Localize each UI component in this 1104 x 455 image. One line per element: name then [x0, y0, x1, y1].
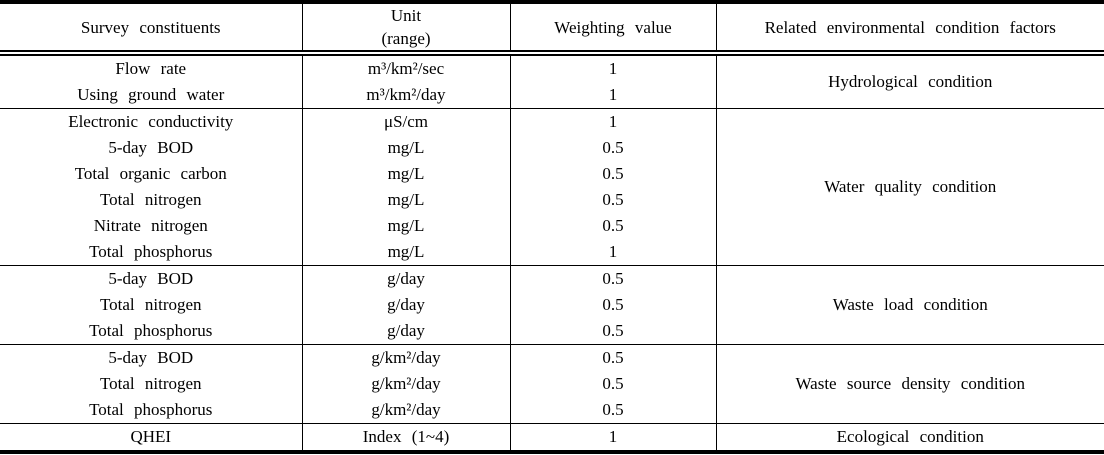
unit-cell: g/km²/day	[301, 397, 510, 424]
unit-cell: m³/km²/day	[301, 82, 510, 109]
weight-cell: 1	[509, 108, 716, 135]
weight-cell: 0.5	[509, 318, 716, 345]
weight-cell: 1	[509, 239, 716, 266]
header-unit-line2: (range)	[381, 29, 431, 48]
constituent-cell: 5-day BOD	[0, 344, 302, 371]
constituent-cell: QHEI	[0, 423, 302, 452]
header-related-factors: Related environmental condition factors	[715, 2, 1104, 56]
weight-cell: 0.5	[509, 135, 716, 161]
table-row: Flow rate m³/km²/sec 1 Hydrological cond…	[0, 53, 1104, 109]
weight-cell: 0.5	[509, 187, 716, 213]
weight-cell: 0.5	[509, 265, 716, 292]
unit-cell: g/km²/day	[301, 371, 510, 397]
header-weighting-value: Weighting value	[509, 2, 716, 56]
weight-cell: 1	[509, 82, 716, 109]
unit-cell: mg/L	[301, 161, 510, 187]
weight-cell: 0.5	[509, 371, 716, 397]
factor-cell: Waste load condition	[715, 265, 1104, 345]
constituent-cell: Flow rate	[0, 53, 302, 82]
weight-cell: 0.5	[509, 344, 716, 371]
constituent-cell: Nitrate nitrogen	[0, 213, 302, 239]
table-row: QHEI Index (1~4) 1 Ecological condition	[0, 423, 1104, 452]
section-waste-load: 5-day BOD g/day 0.5 Waste load condition…	[0, 265, 1104, 345]
constituent-cell: Total phosphorus	[0, 239, 302, 266]
table-row: 5-day BOD g/km²/day 0.5 Waste source den…	[0, 344, 1104, 424]
factor-cell: Ecological condition	[715, 423, 1104, 452]
constituent-cell: Total nitrogen	[0, 371, 302, 397]
unit-cell: g/day	[301, 265, 510, 292]
table-row: Total nitrogen g/km²/day 0.5	[0, 371, 1104, 397]
unit-cell: Index (1~4)	[301, 423, 510, 452]
section-waste-source-density: 5-day BOD g/km²/day 0.5 Waste source den…	[0, 344, 1104, 424]
unit-cell: g/day	[301, 318, 510, 345]
unit-cell: m³/km²/sec	[301, 53, 510, 82]
table-row: Total nitrogen g/day 0.5	[0, 292, 1104, 318]
factor-cell: Water quality condition	[715, 108, 1104, 266]
table-row: Total phosphorus mg/L 1	[0, 239, 1104, 266]
header-survey-constituents: Survey constituents	[0, 2, 302, 56]
table-row: Total phosphorus g/km²/day 0.5	[0, 397, 1104, 424]
constituent-cell: 5-day BOD	[0, 265, 302, 292]
unit-cell: g/day	[301, 292, 510, 318]
table-row: 5-day BOD mg/L 0.5	[0, 135, 1104, 161]
header-unit-line1: Unit	[390, 6, 422, 25]
weight-cell: 0.5	[509, 161, 716, 187]
weight-cell: 0.5	[509, 213, 716, 239]
table-row: Using ground water m³/km²/day 1	[0, 82, 1104, 109]
weight-cell: 0.5	[509, 292, 716, 318]
weight-cell: 0.5	[509, 397, 716, 424]
constituent-cell: Total nitrogen	[0, 292, 302, 318]
constituent-cell: Electronic conductivity	[0, 108, 302, 135]
unit-cell: mg/L	[301, 239, 510, 266]
unit-cell: μS/cm	[301, 108, 510, 135]
section-hydrological: Flow rate m³/km²/sec 1 Hydrological cond…	[0, 53, 1104, 109]
table-row: Total organic carbon mg/L 0.5	[0, 161, 1104, 187]
table-row: 5-day BOD g/day 0.5 Waste load condition	[0, 265, 1104, 345]
factor-cell: Waste source density condition	[715, 344, 1104, 424]
constituent-cell: 5-day BOD	[0, 135, 302, 161]
table-row: Total phosphorus g/day 0.5	[0, 318, 1104, 345]
constituent-cell: Total phosphorus	[0, 397, 302, 424]
table-header: Survey constituents Unit (range) Weighti…	[0, 2, 1104, 56]
weight-cell: 1	[509, 423, 716, 452]
constituent-cell: Total organic carbon	[0, 161, 302, 187]
constituent-cell: Using ground water	[0, 82, 302, 109]
table-row: Total nitrogen mg/L 0.5	[0, 187, 1104, 213]
section-water-quality: Electronic conductivity μS/cm 1 Water qu…	[0, 108, 1104, 266]
header-unit-range: Unit (range)	[301, 2, 510, 56]
constituent-cell: Total nitrogen	[0, 187, 302, 213]
unit-cell: mg/L	[301, 135, 510, 161]
table-row: Electronic conductivity μS/cm 1 Water qu…	[0, 108, 1104, 266]
weight-cell: 1	[509, 53, 716, 82]
unit-cell: g/km²/day	[301, 344, 510, 371]
header-row: Survey constituents Unit (range) Weighti…	[0, 2, 1104, 56]
constituent-cell: Total phosphorus	[0, 318, 302, 345]
table-row: Nitrate nitrogen mg/L 0.5	[0, 213, 1104, 239]
unit-cell: mg/L	[301, 187, 510, 213]
factor-cell: Hydrological condition	[715, 53, 1104, 109]
unit-cell: mg/L	[301, 213, 510, 239]
section-ecological: QHEI Index (1~4) 1 Ecological condition	[0, 423, 1104, 452]
